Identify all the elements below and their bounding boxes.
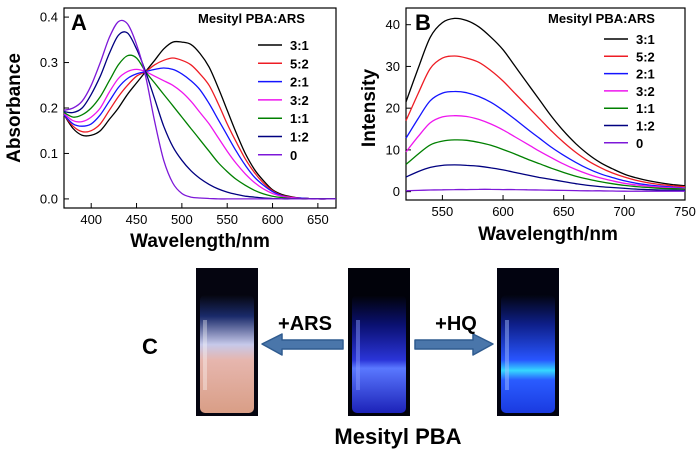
y-tick-label: 0.3 bbox=[40, 55, 58, 70]
series-line-3 bbox=[405, 90, 686, 189]
series-line-4 bbox=[405, 115, 686, 189]
vial-photo-right bbox=[497, 268, 559, 416]
series-lines bbox=[405, 17, 686, 192]
panel-letter: A bbox=[71, 10, 87, 35]
panel-letter: B bbox=[415, 10, 431, 35]
series-line-4 bbox=[63, 68, 336, 200]
x-axis-title: Wavelength/nm bbox=[130, 231, 270, 252]
legend: 3:1 5:2 2:1 3:2 1:1 1:2 0 bbox=[604, 32, 655, 151]
series-line-7 bbox=[63, 19, 336, 200]
legend-label: 5:2 bbox=[290, 56, 309, 71]
series-line-2 bbox=[405, 55, 686, 188]
y-tick-label: 20 bbox=[386, 101, 400, 116]
legend-label: 5:2 bbox=[636, 49, 655, 64]
x-tick-label: 500 bbox=[171, 212, 193, 227]
x-tick-label: 650 bbox=[307, 212, 329, 227]
x-tick-label: 600 bbox=[262, 212, 284, 227]
absorbance-chart: 400 450 500 550 600 650 0.0 0.1 0.2 0.3 0.4 A Mesi… bbox=[4, 7, 337, 252]
x-tick-label: 550 bbox=[432, 204, 454, 219]
arrow-left-icon bbox=[261, 333, 344, 356]
legend-label: 3:2 bbox=[636, 84, 655, 99]
y-tick-label: 0 bbox=[393, 184, 400, 199]
tick-labels: 400 450 500 550 600 650 0.0 0.1 0.2 0.3 0.4 bbox=[40, 10, 329, 227]
series-line-6 bbox=[405, 164, 686, 192]
y-tick-label: 30 bbox=[386, 59, 400, 74]
legend-label: 1:1 bbox=[290, 111, 309, 126]
x-tick-label: 600 bbox=[492, 204, 514, 219]
legend-title: Mesityl PBA:ARS bbox=[548, 11, 655, 26]
legend-label: 1:2 bbox=[636, 119, 655, 134]
y-tick-label: 40 bbox=[386, 17, 400, 32]
legend-label: 1:1 bbox=[636, 101, 655, 116]
legend-label: 3:1 bbox=[290, 38, 309, 53]
x-axis-title: Wavelength/nm bbox=[478, 224, 618, 245]
hq-label: +HQ bbox=[435, 313, 477, 335]
legend-label: 0 bbox=[636, 136, 643, 151]
x-tick-label: 450 bbox=[126, 212, 148, 227]
legend: 3:1 5:2 2:1 3:2 1:1 1:2 0 bbox=[258, 38, 309, 163]
tick-marks bbox=[64, 16, 319, 208]
ars-label: +ARS bbox=[278, 313, 332, 335]
series-line-5 bbox=[405, 139, 686, 190]
y-tick-label: 10 bbox=[386, 142, 400, 157]
legend-title: Mesityl PBA:ARS bbox=[198, 11, 305, 26]
panel-letter: C bbox=[142, 334, 158, 359]
intensity-chart: 550 600 650 700 750 0 10 20 30 40 B Mesityl PBA:A… bbox=[359, 7, 696, 245]
y-tick-label: 0.0 bbox=[40, 191, 58, 206]
legend-label: 3:2 bbox=[290, 93, 309, 108]
vial-photos-panel: C +ARS +HQ Mesityl PBA bbox=[142, 268, 559, 449]
plot-frame bbox=[405, 7, 686, 201]
legend-label: 0 bbox=[290, 148, 297, 163]
series-line-7 bbox=[405, 188, 685, 192]
y-tick-label: 0.1 bbox=[40, 146, 58, 161]
x-tick-label: 700 bbox=[613, 204, 635, 219]
x-tick-label: 550 bbox=[216, 212, 238, 227]
x-tick-label: 400 bbox=[80, 212, 102, 227]
figure-caption: Mesityl PBA bbox=[334, 424, 461, 449]
x-tick-label: 650 bbox=[553, 204, 575, 219]
legend-label: 1:2 bbox=[290, 130, 309, 145]
legend-label: 3:1 bbox=[636, 32, 655, 47]
arrow-right-icon bbox=[414, 333, 494, 356]
y-tick-label: 0.4 bbox=[40, 10, 58, 25]
legend-label: 2:1 bbox=[290, 75, 309, 90]
y-axis-title: Absorbance bbox=[4, 53, 25, 163]
series-lines bbox=[63, 19, 336, 200]
legend-label: 2:1 bbox=[636, 67, 655, 82]
vial-photo-middle bbox=[348, 268, 410, 416]
vial-photo-left bbox=[196, 268, 258, 416]
y-axis-title: Intensity bbox=[359, 69, 380, 148]
y-tick-label: 0.2 bbox=[40, 101, 58, 116]
x-tick-label: 750 bbox=[674, 204, 696, 219]
series-line-1 bbox=[405, 17, 686, 187]
tick-labels: 550 600 650 700 750 0 10 20 30 40 bbox=[386, 17, 696, 219]
